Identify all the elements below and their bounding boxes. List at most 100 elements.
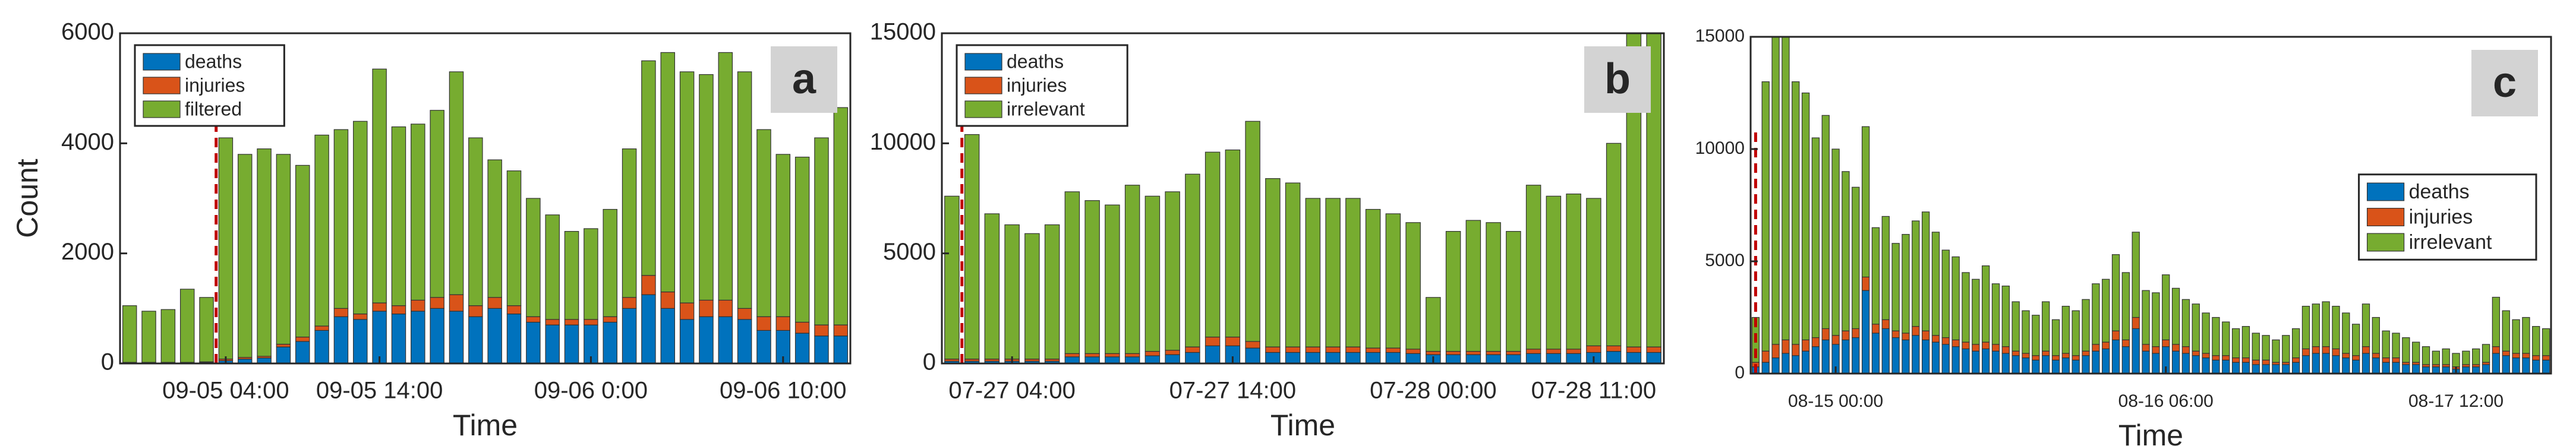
- bar-segment: [2162, 274, 2170, 340]
- bar-segment: [1912, 326, 1920, 336]
- bar-segment: [1761, 350, 1770, 363]
- bar-segment: [1921, 211, 1930, 331]
- bar-segment: [1972, 344, 1980, 352]
- bar-segment: [1912, 220, 1920, 327]
- bar-segment: [1842, 330, 1850, 340]
- bar-segment: [1345, 352, 1361, 363]
- bar-segment: [1405, 222, 1421, 350]
- bar-segment: [2152, 346, 2160, 354]
- bar-segment: [1771, 37, 1780, 345]
- bar-segment: [2051, 355, 2060, 360]
- bar-segment: [2372, 357, 2380, 374]
- bar-segment: [411, 124, 425, 301]
- bar-segment: [2272, 339, 2280, 363]
- legend-swatch: [964, 53, 1002, 71]
- bar-segment: [833, 107, 849, 325]
- bar-segment: [2421, 366, 2430, 374]
- bar-segment: [2132, 317, 2140, 329]
- bar-segment: [1972, 350, 1980, 374]
- bar-segment: [660, 291, 675, 309]
- bar-segment: [2102, 279, 2110, 343]
- bar-segment: [1842, 171, 1850, 331]
- bar-segment: [2372, 353, 2380, 359]
- bar-segment: [2522, 357, 2530, 374]
- bar-segment: [2241, 326, 2250, 359]
- bar-segment: [2522, 317, 2530, 354]
- legend-swatch: [964, 77, 1002, 94]
- bar-segment: [2142, 344, 2150, 352]
- bar-segment: [2452, 353, 2460, 368]
- bar-segment: [333, 308, 349, 317]
- bar-segment: [679, 302, 695, 320]
- bar-segment: [1852, 337, 1860, 374]
- bar-segment: [1345, 346, 1361, 353]
- bar-segment: [2092, 283, 2100, 345]
- bar-segment: [1921, 330, 1930, 340]
- bar-segment: [2342, 353, 2350, 359]
- y-tick-label: 0: [101, 349, 114, 375]
- bar-segment: [1646, 346, 1661, 353]
- x-tick-label: 08-16 06:00: [2118, 391, 2214, 411]
- bar-segment: [2392, 362, 2400, 374]
- bar-segment: [276, 343, 291, 347]
- bar-segment: [1792, 81, 1800, 345]
- bar-segment: [794, 321, 810, 334]
- bar-segment: [2071, 355, 2080, 360]
- bar-segment: [584, 319, 598, 325]
- bar-segment: [2352, 359, 2360, 374]
- bar-segment: [1931, 232, 1940, 336]
- bar-segment: [1801, 350, 1810, 374]
- bar-segment: [2361, 303, 2370, 347]
- bar-segment: [2202, 312, 2210, 354]
- bar-segment: [1586, 198, 1601, 346]
- bar-segment: [2042, 301, 2050, 352]
- bar-segment: [2322, 346, 2330, 354]
- bar-segment: [1185, 346, 1200, 353]
- bar-segment: [1525, 353, 1541, 363]
- bar-segment: [2492, 296, 2501, 347]
- bar-segment: [1305, 352, 1321, 363]
- legend-label: injuries: [2409, 205, 2473, 228]
- x-tick-label: 08-15 00:00: [1788, 391, 1883, 411]
- bar-segment: [814, 336, 829, 363]
- bar-segment: [944, 195, 960, 360]
- bar-segment: [2282, 335, 2290, 363]
- bar-segment: [2082, 355, 2090, 374]
- bar-segment: [2512, 357, 2520, 374]
- bar-segment: [1105, 356, 1120, 363]
- bar-segment: [814, 137, 829, 325]
- bar-segment: [1782, 339, 1790, 354]
- bar-segment: [1245, 347, 1260, 363]
- legend-label: deaths: [1007, 50, 1064, 72]
- bar-segment: [1991, 283, 2000, 345]
- bar-segment: [1325, 198, 1341, 347]
- bar-segment: [333, 129, 349, 309]
- bar-segment: [2542, 359, 2550, 374]
- bar-segment: [1962, 348, 1970, 374]
- bar-segment: [1801, 339, 1810, 352]
- bar-segment: [179, 289, 195, 363]
- bar-segment: [2402, 364, 2410, 374]
- bar-segment: [2102, 348, 2110, 374]
- bar-segment: [2462, 350, 2470, 365]
- bar-segment: [1606, 351, 1622, 363]
- bar-segment: [1265, 346, 1281, 353]
- panel-label: b: [1604, 55, 1631, 103]
- y-tick-label: 10000: [1695, 138, 1745, 158]
- legend-label: injuries: [185, 74, 245, 96]
- bar-segment: [526, 321, 541, 363]
- bar-segment: [1902, 333, 1910, 340]
- bar-segment: [2532, 326, 2540, 356]
- bar-segment: [2192, 355, 2200, 374]
- bar-segment: [333, 316, 349, 363]
- bar-segment: [1921, 339, 1930, 374]
- bar-segment: [2312, 303, 2320, 347]
- bar-segment: [2262, 335, 2270, 360]
- bar-segment: [372, 68, 387, 303]
- bar-segment: [1891, 337, 1900, 374]
- bar-segment: [775, 154, 791, 317]
- bar-segment: [2301, 355, 2310, 374]
- bar-segment: [1325, 346, 1341, 353]
- bar-segment: [1881, 216, 1890, 320]
- bar-segment: [487, 159, 502, 298]
